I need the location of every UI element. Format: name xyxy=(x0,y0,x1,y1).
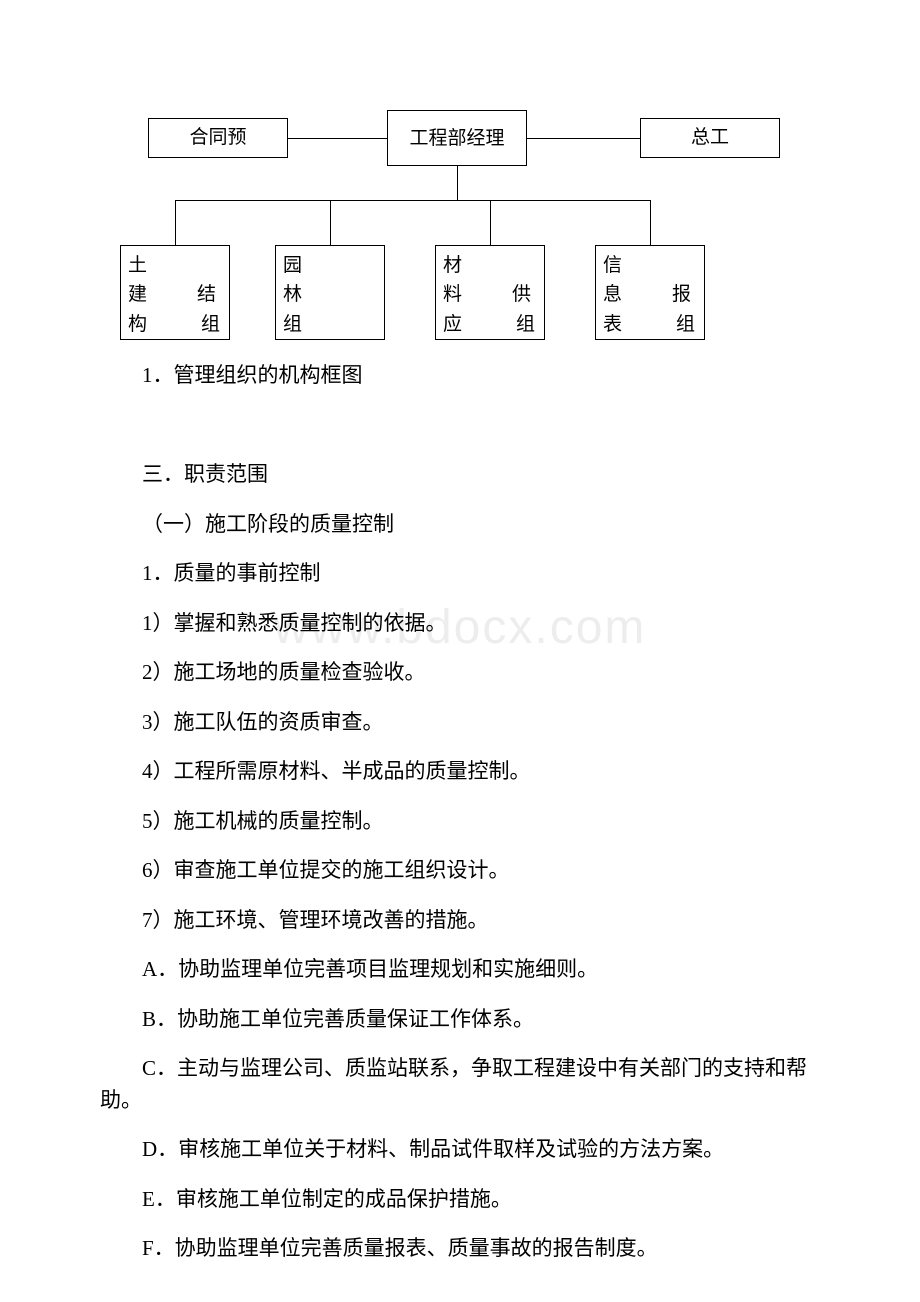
cell-r1: 园 xyxy=(283,251,377,280)
connector xyxy=(527,138,640,139)
cell-r2: 林 xyxy=(283,280,377,309)
node-label: 合同预 xyxy=(189,126,246,151)
cell-r1: 材 xyxy=(443,251,537,280)
cell-r3: 应组 xyxy=(443,310,537,339)
cell-r3: 组 xyxy=(283,310,377,339)
cell-r1: 信 xyxy=(603,251,697,280)
node-label: 工程部经理 xyxy=(409,127,504,152)
node-civil: 土 建结 构组 xyxy=(120,245,230,340)
list-item: 1．质量的事前控制 xyxy=(100,558,820,590)
heading-3: 三．职责范围 xyxy=(100,459,820,491)
list-item: D．审核施工单位关于材料、制品试件取样及试验的方法方案。 xyxy=(100,1134,820,1166)
node-label: 总工 xyxy=(691,126,729,151)
org-chart: 合同预 工程部经理 总工 土 建结 构组 园 林 组 材 料供 应组 xyxy=(100,100,820,340)
cell-r3: 表组 xyxy=(603,310,697,339)
list-item: 4）工程所需原材料、半成品的质量控制。 xyxy=(100,756,820,788)
list-item: C．主动与监理公司、质监站联系，争取工程建设中有关部门的支持和帮助。 xyxy=(100,1053,820,1116)
connector xyxy=(650,200,651,245)
connector xyxy=(490,200,491,245)
node-contract: 合同预 xyxy=(148,118,288,158)
cell-r3: 构组 xyxy=(128,310,222,339)
caption: 1．管理组织的机构框图 xyxy=(100,360,820,392)
cell-r2: 息报 xyxy=(603,280,697,309)
connector xyxy=(175,200,650,201)
connector xyxy=(288,138,387,139)
list-item: F．协助监理单位完善质量报表、质量事故的报告制度。 xyxy=(100,1233,820,1265)
connector xyxy=(457,166,458,200)
connector xyxy=(175,200,176,245)
list-item: 1）掌握和熟悉质量控制的依据。 xyxy=(100,608,820,640)
node-material: 材 料供 应组 xyxy=(435,245,545,340)
node-info: 信 息报 表组 xyxy=(595,245,705,340)
list-item: B．协助施工单位完善质量保证工作体系。 xyxy=(100,1004,820,1036)
node-manager: 工程部经理 xyxy=(387,110,527,166)
list-item: 3）施工队伍的资质审查。 xyxy=(100,707,820,739)
spacer xyxy=(100,410,820,442)
list-item: 6）审查施工单位提交的施工组织设计。 xyxy=(100,855,820,887)
node-chief: 总工 xyxy=(640,118,780,158)
list-item: 5）施工机械的质量控制。 xyxy=(100,806,820,838)
list-item: A．协助监理单位完善项目监理规划和实施细则。 xyxy=(100,954,820,986)
cell-r2: 料供 xyxy=(443,280,537,309)
cell-r1: 土 xyxy=(128,251,222,280)
cell-r2: 建结 xyxy=(128,280,222,309)
list-item: 2）施工场地的质量检查验收。 xyxy=(100,657,820,689)
list-item: 7）施工环境、管理环境改善的措施。 xyxy=(100,905,820,937)
document-body: 1．管理组织的机构框图 三．职责范围 （一）施工阶段的质量控制 1．质量的事前控… xyxy=(100,360,820,1265)
list-item: E．审核施工单位制定的成品保护措施。 xyxy=(100,1184,820,1216)
subheading: （一）施工阶段的质量控制 xyxy=(100,509,820,541)
connector xyxy=(330,200,331,245)
node-garden: 园 林 组 xyxy=(275,245,385,340)
